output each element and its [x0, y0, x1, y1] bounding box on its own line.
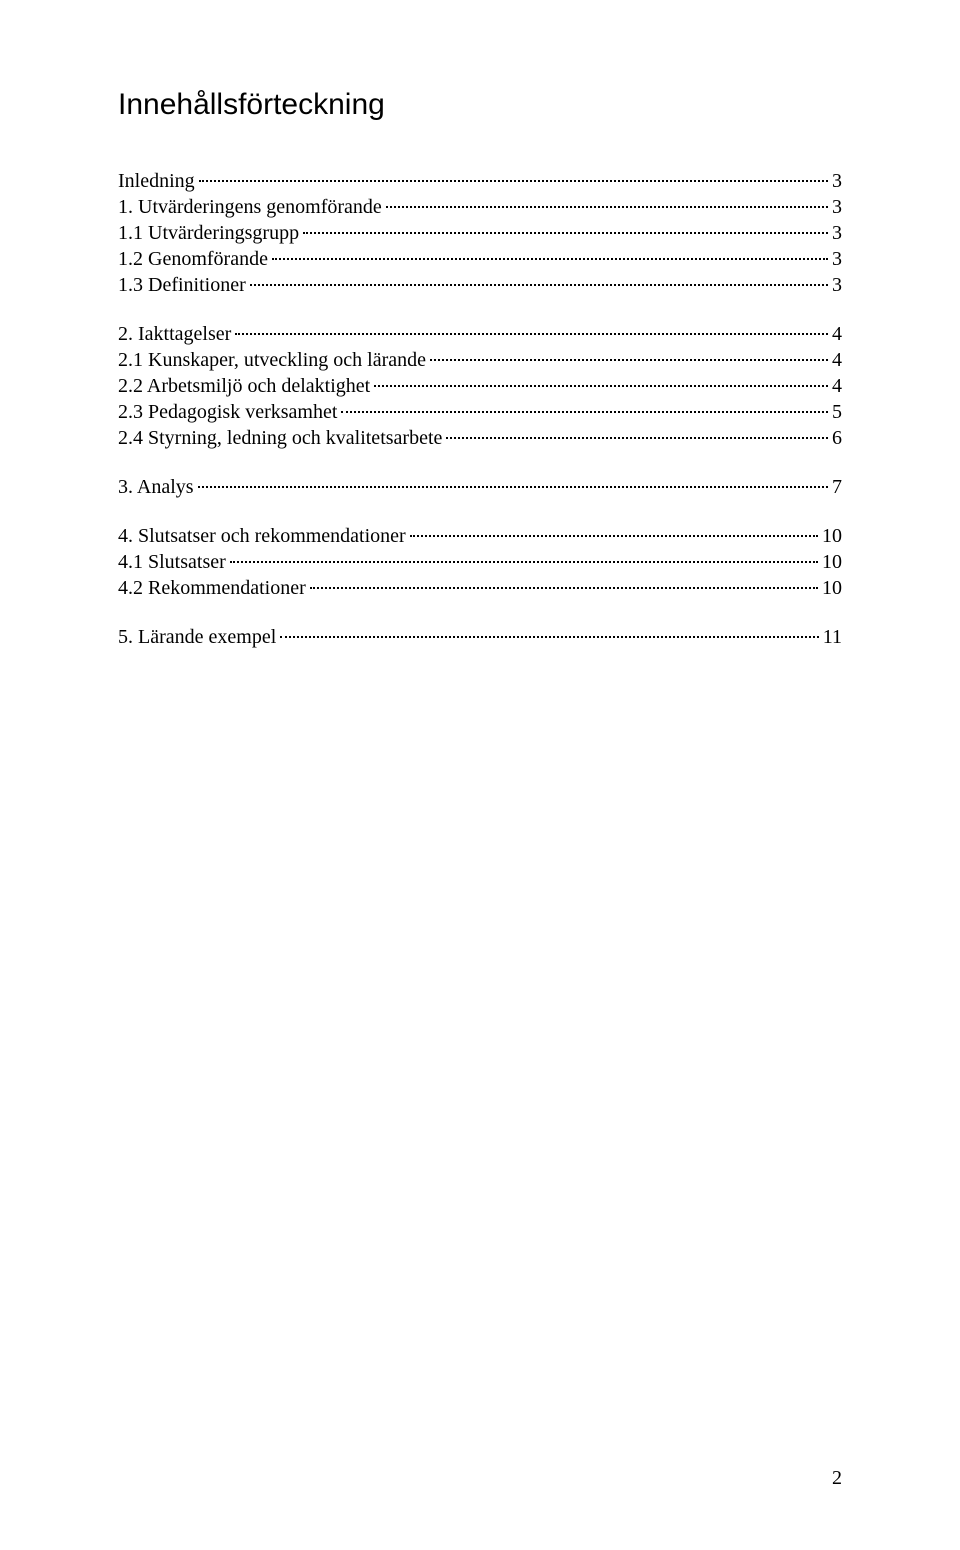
- toc-entry: Inledning 3: [118, 170, 842, 193]
- toc-page: 4: [832, 349, 842, 372]
- toc-entry: 2. Iakttagelser 4: [118, 323, 842, 346]
- toc-page: 5: [832, 401, 842, 424]
- toc-leader: [446, 437, 828, 439]
- toc-leader: [230, 561, 818, 563]
- toc-entry: 1.2 Genomförande 3: [118, 248, 842, 271]
- page-title: Innehållsförteckning: [118, 88, 842, 122]
- toc-label: 2. Iakttagelser: [118, 323, 231, 346]
- toc-leader: [272, 258, 828, 260]
- toc-leader: [341, 411, 828, 413]
- toc-label: 2.3 Pedagogisk verksamhet: [118, 401, 337, 424]
- toc-label: 4.2 Rekommendationer: [118, 577, 306, 600]
- toc-entry: 4. Slutsatser och rekommendationer 10: [118, 525, 842, 548]
- toc-entry: 1. Utvärderingens genomförande 3: [118, 196, 842, 219]
- toc-group: 2. Iakttagelser 4 2.1 Kunskaper, utveckl…: [118, 323, 842, 450]
- toc-entry: 5. Lärande exempel 11: [118, 626, 842, 649]
- toc-page: 3: [832, 196, 842, 219]
- toc-leader: [235, 333, 828, 335]
- toc-page: 3: [832, 274, 842, 297]
- toc-leader: [199, 180, 828, 182]
- toc-label: 2.2 Arbetsmiljö och delaktighet: [118, 375, 370, 398]
- toc-page: 4: [832, 375, 842, 398]
- toc-label: 3. Analys: [118, 476, 194, 499]
- document-page: Innehållsförteckning Inledning 3 1. Utvä…: [0, 0, 960, 1550]
- toc-label: Inledning: [118, 170, 195, 193]
- toc-page: 10: [822, 525, 842, 548]
- toc-leader: [374, 385, 828, 387]
- toc-entry: 1.1 Utvärderingsgrupp 3: [118, 222, 842, 245]
- toc-label: 1.1 Utvärderingsgrupp: [118, 222, 299, 245]
- toc-entry: 4.2 Rekommendationer 10: [118, 577, 842, 600]
- toc-label: 1. Utvärderingens genomförande: [118, 196, 382, 219]
- toc-label: 2.1 Kunskaper, utveckling och lärande: [118, 349, 426, 372]
- toc-entry: 2.2 Arbetsmiljö och delaktighet 4: [118, 375, 842, 398]
- toc-label: 2.4 Styrning, ledning och kvalitetsarbet…: [118, 427, 442, 450]
- toc-entry: 2.1 Kunskaper, utveckling och lärande 4: [118, 349, 842, 372]
- toc-group: Inledning 3 1. Utvärderingens genomföran…: [118, 170, 842, 297]
- toc-label: 1.3 Definitioner: [118, 274, 246, 297]
- toc-leader: [386, 206, 828, 208]
- toc-page: 7: [832, 476, 842, 499]
- toc-leader: [250, 284, 828, 286]
- toc-page: 3: [832, 170, 842, 193]
- toc-page: 4: [832, 323, 842, 346]
- toc-leader: [303, 232, 828, 234]
- toc-leader: [280, 636, 818, 638]
- toc-label: 5. Lärande exempel: [118, 626, 276, 649]
- toc-leader: [198, 486, 828, 488]
- toc-page: 3: [832, 222, 842, 245]
- toc-leader: [430, 359, 828, 361]
- toc-entry: 2.3 Pedagogisk verksamhet 5: [118, 401, 842, 424]
- toc-label: 1.2 Genomförande: [118, 248, 268, 271]
- table-of-contents: Inledning 3 1. Utvärderingens genomföran…: [118, 170, 842, 649]
- toc-page: 11: [823, 626, 842, 649]
- toc-entry: 3. Analys 7: [118, 476, 842, 499]
- toc-page: 10: [822, 551, 842, 574]
- page-number: 2: [832, 1467, 842, 1490]
- toc-page: 10: [822, 577, 842, 600]
- toc-label: 4.1 Slutsatser: [118, 551, 226, 574]
- toc-group: 3. Analys 7: [118, 476, 842, 499]
- toc-group: 4. Slutsatser och rekommendationer 10 4.…: [118, 525, 842, 600]
- toc-entry: 2.4 Styrning, ledning och kvalitetsarbet…: [118, 427, 842, 450]
- toc-label: 4. Slutsatser och rekommendationer: [118, 525, 406, 548]
- toc-page: 3: [832, 248, 842, 271]
- toc-entry: 4.1 Slutsatser 10: [118, 551, 842, 574]
- toc-leader: [410, 535, 818, 537]
- toc-group: 5. Lärande exempel 11: [118, 626, 842, 649]
- toc-entry: 1.3 Definitioner 3: [118, 274, 842, 297]
- toc-leader: [310, 587, 818, 589]
- toc-page: 6: [832, 427, 842, 450]
